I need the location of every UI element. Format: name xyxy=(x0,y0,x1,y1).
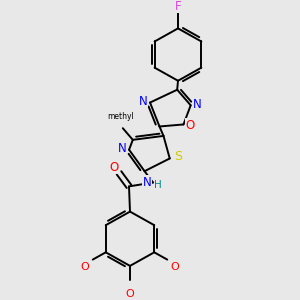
Text: H: H xyxy=(154,180,162,190)
Text: O: O xyxy=(110,160,118,173)
Text: O: O xyxy=(126,289,134,299)
Text: F: F xyxy=(175,0,181,13)
Text: N: N xyxy=(118,142,127,155)
Text: methyl: methyl xyxy=(107,112,134,122)
Text: O: O xyxy=(171,262,180,272)
Text: O: O xyxy=(80,262,89,272)
Text: N: N xyxy=(193,98,202,111)
Text: O: O xyxy=(186,119,195,132)
Text: S: S xyxy=(174,150,182,163)
Text: N: N xyxy=(139,95,147,108)
Text: N: N xyxy=(142,176,152,189)
